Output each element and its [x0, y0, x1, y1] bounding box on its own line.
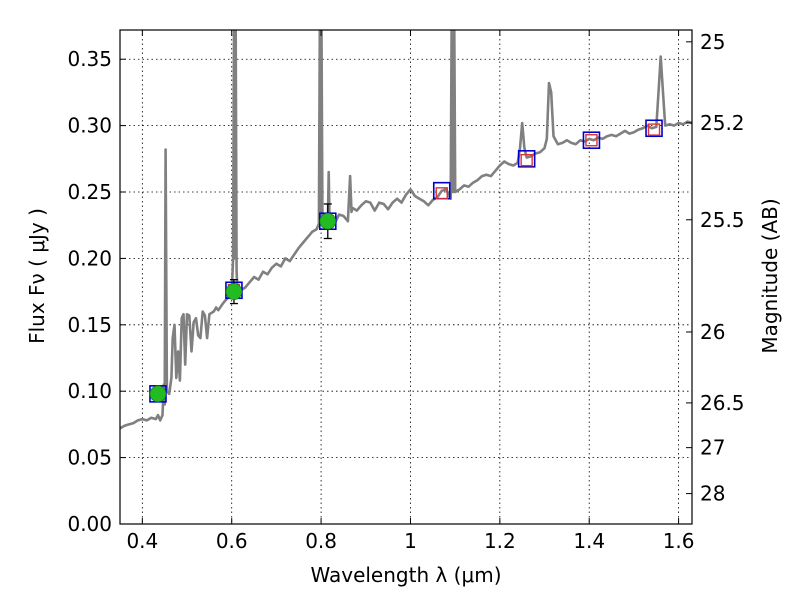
plot-frame — [119, 29, 693, 525]
y-tick-label: 0.10 — [67, 379, 112, 403]
y-tick-label: 0.25 — [67, 180, 112, 204]
x-tick-label: 1.4 — [573, 529, 605, 553]
y2-tick-label: 26.5 — [700, 391, 745, 415]
y2-tick-label: 25 — [700, 30, 725, 54]
x-tick-label: 0.6 — [216, 529, 248, 553]
axis-ticks: 0.4 0.6 0.8 1 1.2 1.4 1.6 0.00 0.05 0.10 0.15 0.20 0… — [67, 30, 744, 553]
green-data-point — [319, 212, 337, 230]
x-tick-label: 1.2 — [484, 529, 516, 553]
blue-square-marker — [645, 119, 663, 138]
y2-tick-label: 27 — [700, 436, 725, 460]
x-tick-label: 1.6 — [663, 529, 695, 553]
red-square-marker — [520, 153, 533, 167]
spectrum-line — [120, 30, 692, 430]
red-square-marker — [585, 134, 598, 147]
x-axis-title: Wavelength λ (μm) — [310, 563, 501, 587]
grid — [120, 30, 692, 524]
x-tick-label: 1 — [404, 529, 417, 553]
red-square-marker — [647, 123, 661, 136]
y2-tick-label: 26 — [700, 320, 725, 344]
red-square-marker — [435, 187, 448, 200]
x-tick-label: 0.8 — [305, 529, 337, 553]
x-axis-title-text: Wavelength λ (μm) — [310, 563, 501, 587]
y-axis-title: Flux Fν ( μJy ) — [25, 208, 49, 344]
y-tick-label: 0.30 — [67, 114, 112, 138]
blue-square-marker — [582, 131, 601, 150]
green-data-point — [225, 283, 243, 300]
y-tick-label: 0.35 — [67, 47, 112, 71]
y2-axis-title: Magnitude (AB) — [758, 198, 782, 353]
y2-tick-label: 25.2 — [700, 111, 745, 135]
y2-tick-label: 25.5 — [700, 208, 745, 232]
blue-square-marker — [517, 150, 536, 168]
y-tick-label: 0.00 — [67, 512, 112, 536]
plot-series — [120, 30, 692, 430]
y-tick-label: 0.05 — [67, 446, 112, 470]
x-tick-label: 0.4 — [126, 529, 158, 553]
y2-tick-label: 28 — [700, 482, 725, 506]
y-tick-label: 0.20 — [67, 246, 112, 270]
green-data-point — [149, 385, 167, 403]
y-tick-label: 0.15 — [67, 313, 112, 337]
